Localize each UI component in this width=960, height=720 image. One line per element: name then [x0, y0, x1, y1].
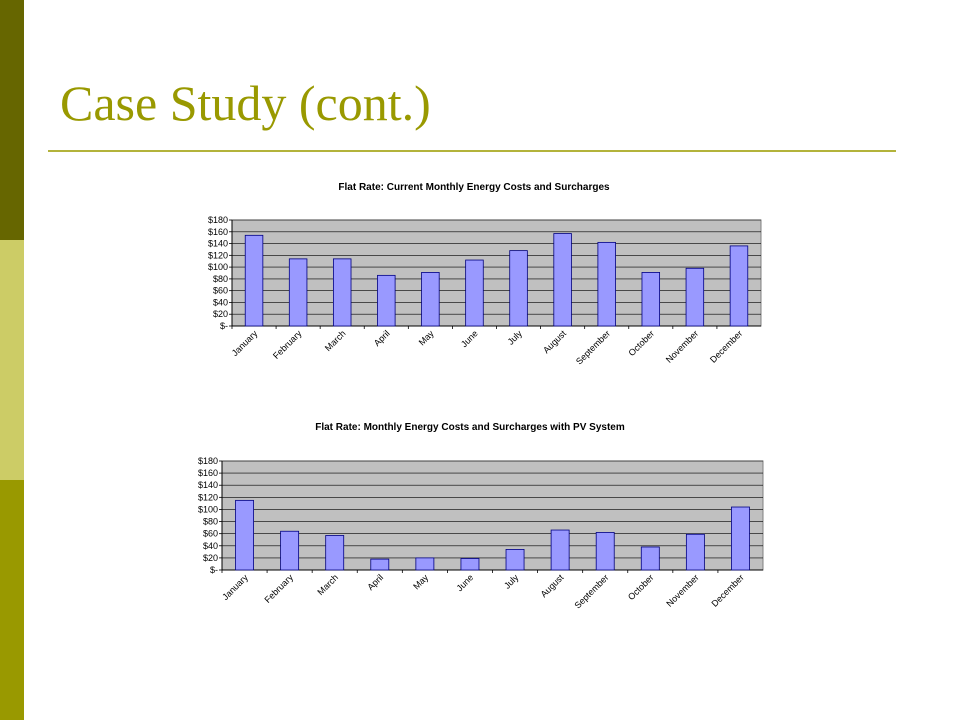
chart-2-plot-area — [221, 460, 764, 571]
chart-1-title: Flat Rate: Current Monthly Energy Costs … — [338, 182, 610, 193]
chart-1-bar-february — [288, 258, 308, 327]
chart-2-bar-may — [415, 557, 435, 571]
chart-1-bar-august — [553, 233, 572, 327]
chart-1-bar-april — [377, 274, 396, 327]
chart-2-y-tick-label: $100 — [198, 504, 218, 514]
sidebar-decoration — [0, 0, 24, 720]
chart-2-bar-august — [550, 529, 570, 571]
chart-2-y-tick-label: $140 — [198, 480, 218, 490]
chart-2: Flat Rate: Monthly Energy Costs and Surc… — [198, 422, 764, 611]
chart-1-x-tick-label: October — [626, 328, 656, 358]
chart-2-y-tick-label: $40 — [203, 541, 218, 551]
chart-1-y-tick-label: $140 — [208, 239, 228, 249]
chart-1-bar-july — [509, 250, 528, 327]
sidebar-segment-top — [0, 0, 24, 240]
chart-1-bar-november — [685, 267, 705, 327]
chart-2-bar-march — [325, 535, 345, 571]
chart-1-y-tick-label: $80 — [213, 274, 228, 284]
chart-1-x-tick-label: May — [417, 328, 436, 347]
chart-1: Flat Rate: Current Monthly Energy Costs … — [208, 182, 762, 367]
chart-1-bar-december — [729, 245, 749, 327]
chart-1-plot-area — [231, 219, 762, 327]
chart-1-bar-october — [641, 272, 661, 327]
chart-2-y-tick-label: $80 — [203, 517, 218, 527]
chart-2-bar-july — [505, 549, 525, 571]
chart-2-x-tick-label: February — [263, 572, 296, 605]
chart-1-bar-march — [332, 258, 352, 327]
chart-2-bar-september — [595, 532, 615, 571]
chart-1-y-tick-label: $100 — [208, 262, 228, 272]
chart-2-y-tick-label: $60 — [203, 529, 218, 539]
chart-2-bar-january — [235, 499, 254, 571]
chart-1-x-tick-label: April — [372, 328, 392, 348]
chart-2-x-tick-label: April — [365, 572, 385, 592]
chart-1-y-tick-label: $160 — [208, 227, 228, 237]
chart-2-y-tick-label: $160 — [198, 468, 218, 478]
chart-2-y-tick-label: $120 — [198, 492, 218, 502]
chart-1-x-tick-label: December — [708, 328, 744, 364]
chart-1-y-tick-label: $20 — [213, 309, 228, 319]
chart-2-x-tick-label: May — [411, 572, 430, 591]
chart-1-x-tick-label: November — [664, 328, 700, 364]
chart-2-x-tick-label: November — [664, 572, 700, 608]
chart-2-bar-april — [370, 558, 390, 571]
chart-2-x-tick-label: March — [315, 572, 340, 597]
chart-1-bar-september — [597, 241, 616, 327]
sidebar-segment-middle — [0, 240, 24, 480]
chart-1-bar-may — [421, 272, 440, 327]
chart-1-bar-june — [465, 259, 484, 327]
chart-1-x-tick-label: September — [574, 328, 612, 366]
chart-2-title: Flat Rate: Monthly Energy Costs and Surc… — [315, 422, 625, 433]
chart-1-x-tick-label: July — [506, 328, 525, 347]
chart-1-x-tick-label: March — [323, 328, 348, 353]
chart-2-bar-february — [280, 530, 300, 571]
chart-2-bar-june — [460, 558, 480, 571]
chart-1-y-tick-label: $180 — [208, 215, 228, 225]
chart-2-y-tick-label: $- — [210, 565, 218, 575]
chart-1-x-tick-label: January — [230, 328, 260, 358]
chart-1-y-tick-label: $120 — [208, 250, 228, 260]
chart-2-x-tick-label: August — [539, 572, 566, 599]
chart-2-bar-december — [731, 506, 750, 571]
chart-1-y-tick-label: $40 — [213, 297, 228, 307]
chart-1-y-tick-label: $60 — [213, 286, 228, 296]
chart-1-bar-january — [244, 234, 264, 327]
chart-2-x-tick-label: December — [709, 572, 745, 608]
chart-2-x-tick-label: July — [502, 572, 521, 591]
chart-2-y-tick-label: $180 — [198, 456, 218, 466]
chart-2-x-tick-label: June — [454, 572, 475, 593]
chart-2-x-tick-label: January — [220, 572, 250, 602]
chart-2-x-tick-label: October — [626, 572, 656, 602]
chart-2-x-tick-label: September — [572, 572, 610, 610]
title-divider — [48, 150, 896, 152]
chart-1-x-tick-label: June — [459, 328, 480, 349]
chart-1-x-tick-label: February — [271, 328, 304, 361]
chart-2-bar-november — [685, 533, 705, 571]
sidebar-segment-bottom — [0, 480, 24, 720]
chart-2-bar-october — [640, 546, 660, 571]
chart-1-y-tick-label: $- — [220, 321, 228, 331]
chart-1-x-tick-label: August — [541, 328, 568, 355]
chart-2-y-tick-label: $20 — [203, 553, 218, 563]
slide-title: Case Study (cont.) — [60, 75, 431, 131]
